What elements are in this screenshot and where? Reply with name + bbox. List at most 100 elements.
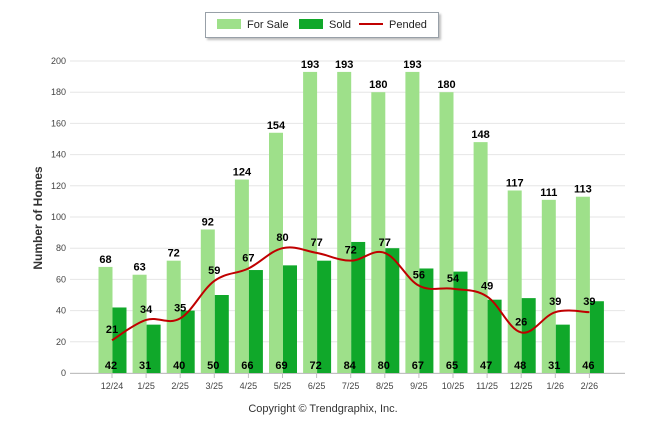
for-sale-bar [439,92,454,373]
for-sale-value-label: 148 [471,129,489,141]
sold-value-label: 31 [548,360,560,372]
sold-value-label: 67 [412,360,424,372]
sold-value-label: 69 [275,360,287,372]
sold-bar [283,265,297,373]
for-sale-bar [98,266,113,373]
pended-value-label: 54 [447,273,460,285]
y-tick-label: 80 [56,243,66,253]
x-tick-label: 1/26 [547,381,565,391]
sold-value-label: 40 [173,360,185,372]
for-sale-bar [337,71,352,374]
for-sale-value-label: 92 [202,216,214,228]
pended-value-label: 59 [208,265,220,277]
y-tick-label: 0 [61,368,66,378]
pended-value-label: 56 [413,270,425,282]
pended-value-label: 72 [345,245,357,257]
x-tick-label: 5/25 [274,381,292,391]
y-axis-title: Number of Homes [31,166,45,270]
pended-value-label: 80 [276,232,288,244]
sold-value-label: 72 [309,360,321,372]
sold-value-label: 48 [514,360,526,372]
sold-bar [112,307,127,373]
y-tick-label: 120 [51,181,66,191]
y-tick-label: 180 [51,87,66,97]
pended-value-label: 39 [549,296,561,308]
legend-item-sold[interactable]: Sold [299,19,351,31]
x-tick-label: 10/25 [442,381,465,391]
sold-value-label: 31 [139,360,151,372]
legend-label-for-sale: For Sale [247,19,289,31]
for-sale-value-label: 154 [267,120,286,132]
for-sale-bar [166,260,181,373]
pended-value-label: 39 [583,296,595,308]
for-sale-value-label: 124 [233,167,252,179]
y-tick-label: 20 [56,337,66,347]
y-tick-label: 100 [51,212,66,222]
pended-line [111,246,590,342]
pended-value-label: 77 [379,237,391,249]
for-sale-bar [507,190,522,373]
for-sale-bar [473,142,488,373]
sold-bar [419,268,434,373]
sold-bar [589,301,604,373]
sold-bar [555,324,570,373]
pended-value-label: 21 [106,324,118,336]
for-sale-value-label: 193 [335,59,353,71]
sold-value-label: 47 [480,360,492,372]
x-tick-label: 3/25 [206,381,224,391]
for-sale-bar [405,71,420,374]
x-tick-label: 9/25 [410,381,428,391]
for-sale-value-label: 113 [574,184,592,196]
legend-item-pended[interactable]: Pended [359,19,427,31]
sold-bar [180,310,195,373]
x-tick-label: 12/25 [510,381,533,391]
sold-swatch [299,19,323,29]
pended-value-label: 26 [515,316,527,328]
sold-bar [385,248,400,373]
pended-value-label: 35 [174,302,186,314]
for-sale-value-label: 180 [437,79,455,91]
y-tick-label: 60 [56,274,66,284]
for-sale-bar [200,229,215,373]
sold-bar [521,298,536,373]
x-axis-ticks: 12/24 1/25 2/25 3/25 4/25 5/25 6/25 7/25 8/25 9/2… [70,373,625,391]
legend: For Sale Sold Pended [205,12,439,38]
pended-value-label: 67 [242,252,254,264]
x-tick-label: 4/25 [240,381,258,391]
for-sale-value-label: 63 [133,262,145,274]
legend-label-sold: Sold [329,19,352,31]
for-sale-bar [541,199,556,373]
for-sale-bar [234,179,249,373]
sold-bar [351,241,366,373]
sold-bar [214,295,229,373]
for-sale-value-label: 180 [369,79,387,91]
y-tick-label: 140 [51,150,66,160]
for-sale-bar [269,132,283,373]
x-tick-label: 11/25 [476,381,498,391]
pended-value-label: 34 [140,304,153,316]
sold-value-label: 46 [582,360,594,372]
for-sale-value-label: 111 [540,187,557,199]
legend-label-pended: Pended [389,19,427,31]
sold-bar [317,260,332,373]
for-sale-bar [575,196,590,373]
copyright: Copyright © Trendgraphix, Inc. [248,403,398,415]
for-sale-bar [371,92,386,373]
sold-value-label: 50 [207,360,219,372]
pended-value-label: 49 [481,281,493,293]
sold-bar [248,270,263,373]
x-tick-label: 1/25 [137,381,155,391]
sold-value-label: 42 [105,360,117,372]
x-tick-label: 2/25 [171,381,189,391]
y-tick-label: 40 [56,306,66,316]
for-sale-value-label: 193 [403,59,421,71]
for-sale-value-label: 72 [168,248,180,260]
pended-swatch [359,23,383,25]
data-labels: 68 42 63 31 72 40 92 50 124 66 154 69 193 72 193 84 180 8… [99,59,595,372]
x-tick-label: 12/24 [101,381,124,391]
legend-item-for-sale[interactable]: For Sale [217,19,289,31]
sold-bar [487,299,502,373]
for-sale-bar [303,71,318,374]
sold-value-label: 65 [446,360,458,372]
